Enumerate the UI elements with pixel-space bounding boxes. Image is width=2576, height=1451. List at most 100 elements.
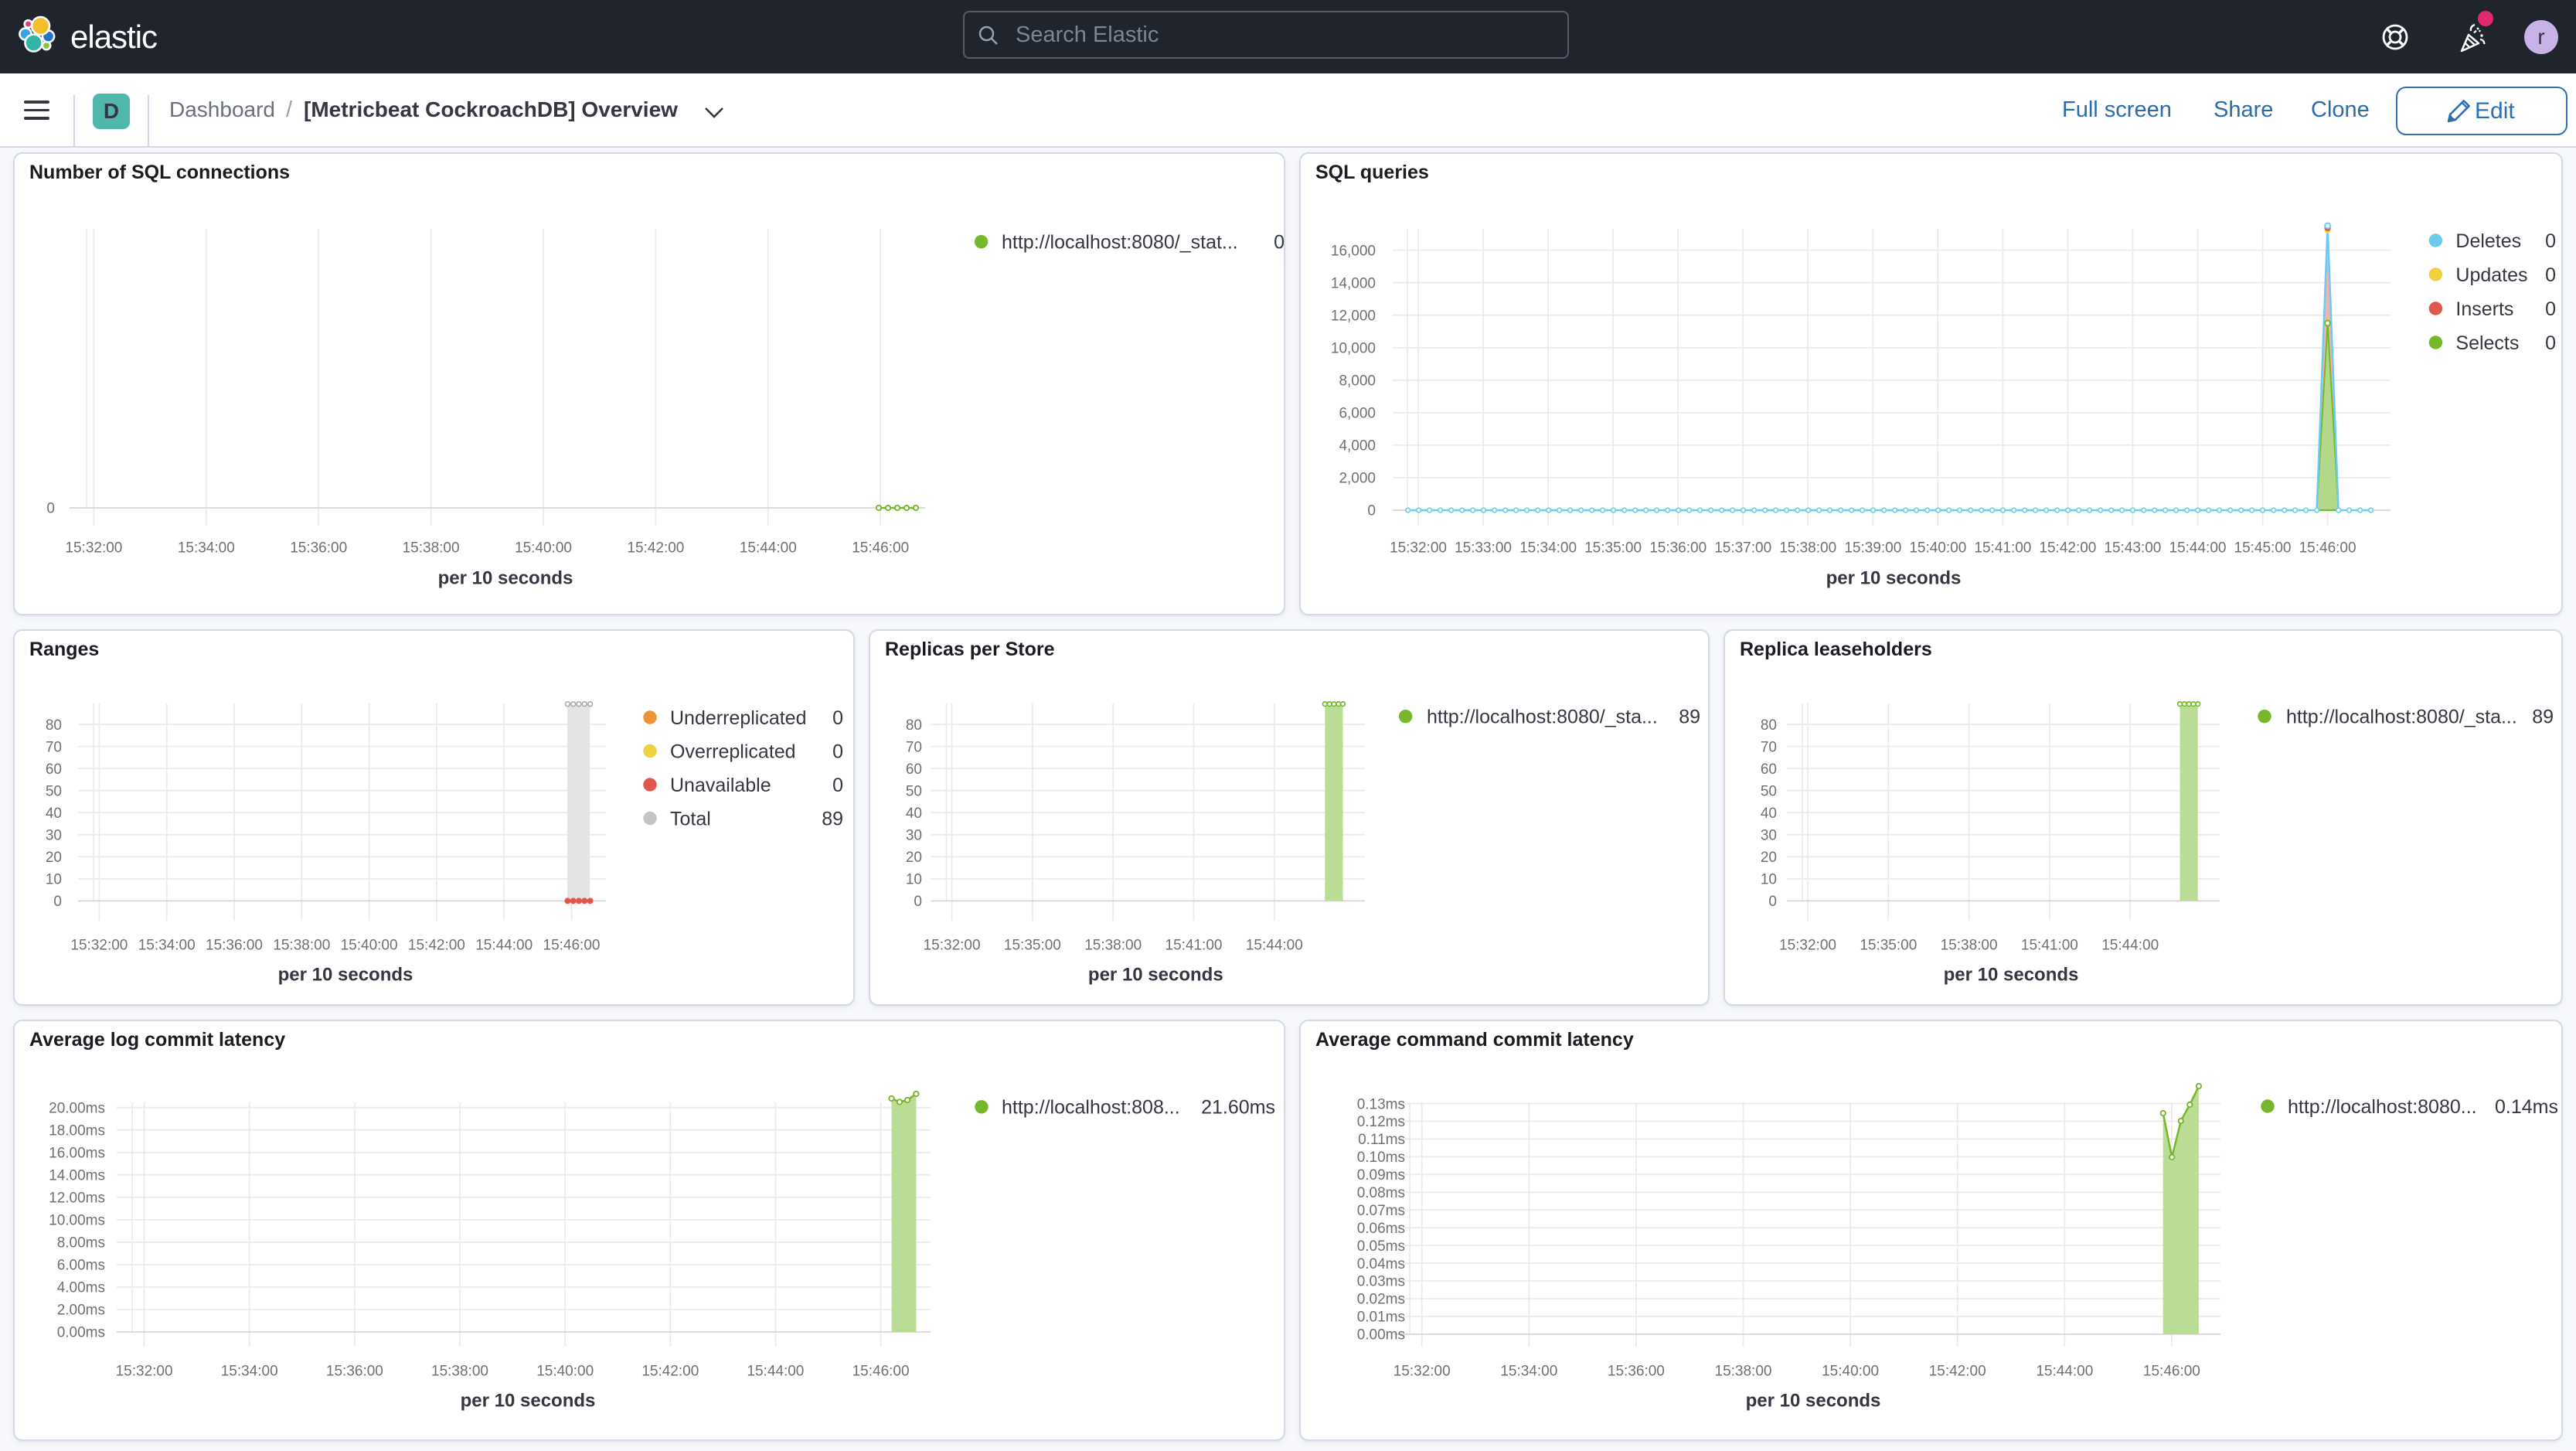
svg-text:89: 89 xyxy=(822,808,843,829)
svg-text:0.07ms: 0.07ms xyxy=(1357,1203,1405,1219)
svg-text:15:43:00: 15:43:00 xyxy=(2104,540,2161,557)
svg-text:0.08ms: 0.08ms xyxy=(1357,1185,1405,1201)
svg-text:15:46:00: 15:46:00 xyxy=(852,540,909,557)
svg-text:15:32:00: 15:32:00 xyxy=(70,937,128,953)
svg-text:30: 30 xyxy=(46,827,62,843)
svg-text:0: 0 xyxy=(46,501,55,517)
svg-text:70: 70 xyxy=(1761,739,1777,755)
svg-text:0: 0 xyxy=(1367,503,1376,519)
svg-text:0.11ms: 0.11ms xyxy=(1358,1132,1405,1148)
svg-text:15:42:00: 15:42:00 xyxy=(627,540,684,557)
svg-text:0.06ms: 0.06ms xyxy=(1357,1221,1405,1237)
svg-text:per 10 seconds: per 10 seconds xyxy=(1826,567,1962,588)
svg-text:15:42:00: 15:42:00 xyxy=(2039,540,2096,557)
svg-text:15:35:00: 15:35:00 xyxy=(1860,937,1917,953)
svg-text:15:34:00: 15:34:00 xyxy=(138,937,196,953)
svg-text:80: 80 xyxy=(46,717,62,734)
svg-text:80: 80 xyxy=(1761,717,1777,734)
svg-text:15:36:00: 15:36:00 xyxy=(326,1363,383,1379)
svg-text:0.09ms: 0.09ms xyxy=(1357,1167,1405,1184)
svg-text:15:44:00: 15:44:00 xyxy=(747,1363,804,1379)
svg-text:15:44:00: 15:44:00 xyxy=(2036,1363,2093,1379)
svg-text:15:45:00: 15:45:00 xyxy=(2234,540,2292,557)
svg-text:Inserts: Inserts xyxy=(2455,298,2513,320)
svg-text:40: 40 xyxy=(1761,806,1777,822)
svg-text:0: 0 xyxy=(2545,230,2556,252)
svg-text:15:32:00: 15:32:00 xyxy=(116,1363,173,1379)
svg-text:15:38:00: 15:38:00 xyxy=(1941,937,1998,953)
svg-text:per 10 seconds: per 10 seconds xyxy=(1944,964,2079,985)
svg-text:15:42:00: 15:42:00 xyxy=(1929,1363,1986,1379)
svg-text:0.00ms: 0.00ms xyxy=(1357,1327,1405,1344)
svg-text:Overreplicated: Overreplicated xyxy=(670,741,796,762)
svg-text:15:40:00: 15:40:00 xyxy=(515,540,572,557)
svg-text:60: 60 xyxy=(46,761,62,778)
svg-text:per 10 seconds: per 10 seconds xyxy=(1088,964,1223,985)
svg-text:30: 30 xyxy=(1761,827,1777,843)
svg-text:8.00ms: 8.00ms xyxy=(57,1235,105,1252)
svg-text:30: 30 xyxy=(906,827,922,843)
svg-text:20: 20 xyxy=(46,850,62,866)
svg-text:0: 0 xyxy=(2545,264,2556,286)
svg-text:15:32:00: 15:32:00 xyxy=(1779,937,1836,953)
svg-text:Total: Total xyxy=(670,808,711,829)
svg-text:http://localhost:808...: http://localhost:808... xyxy=(1002,1097,1180,1119)
svg-text:20: 20 xyxy=(1761,850,1777,866)
svg-text:50: 50 xyxy=(906,783,922,799)
svg-text:8,000: 8,000 xyxy=(1339,373,1376,389)
svg-text:15:44:00: 15:44:00 xyxy=(1246,937,1303,953)
svg-text:0.05ms: 0.05ms xyxy=(1357,1238,1405,1255)
svg-text:0: 0 xyxy=(53,894,62,910)
svg-text:0.00ms: 0.00ms xyxy=(57,1325,105,1341)
svg-text:per 10 seconds: per 10 seconds xyxy=(438,567,573,588)
svg-text:20.00ms: 20.00ms xyxy=(49,1100,105,1116)
svg-text:15:32:00: 15:32:00 xyxy=(1390,540,1447,557)
svg-text:0.12ms: 0.12ms xyxy=(1357,1114,1405,1130)
svg-text:15:38:00: 15:38:00 xyxy=(1084,937,1142,953)
svg-text:40: 40 xyxy=(906,806,922,822)
svg-text:15:35:00: 15:35:00 xyxy=(1004,937,1061,953)
svg-text:15:38:00: 15:38:00 xyxy=(1715,1363,1772,1379)
svg-text:18.00ms: 18.00ms xyxy=(49,1122,105,1139)
svg-text:15:34:00: 15:34:00 xyxy=(178,540,235,557)
svg-text:15:41:00: 15:41:00 xyxy=(1974,540,2031,557)
svg-text:15:46:00: 15:46:00 xyxy=(2299,540,2357,557)
svg-text:0: 0 xyxy=(2545,332,2556,354)
svg-text:0.03ms: 0.03ms xyxy=(1357,1274,1405,1290)
svg-text:0.13ms: 0.13ms xyxy=(1357,1096,1405,1112)
svg-text:15:33:00: 15:33:00 xyxy=(1455,540,1512,557)
svg-text:0: 0 xyxy=(1768,894,1777,910)
svg-text:Updates: Updates xyxy=(2455,264,2527,286)
svg-text:89: 89 xyxy=(1679,706,1700,727)
svg-text:0: 0 xyxy=(1274,231,1285,253)
svg-text:per 10 seconds: per 10 seconds xyxy=(278,964,413,985)
svg-text:15:34:00: 15:34:00 xyxy=(1500,1363,1557,1379)
svg-text:14.00ms: 14.00ms xyxy=(49,1167,105,1184)
svg-text:60: 60 xyxy=(1761,761,1777,778)
svg-text:10: 10 xyxy=(46,872,62,888)
svg-text:10: 10 xyxy=(1761,872,1777,888)
svg-text:4.00ms: 4.00ms xyxy=(57,1280,105,1296)
svg-text:2.00ms: 2.00ms xyxy=(57,1303,105,1319)
svg-text:15:36:00: 15:36:00 xyxy=(206,937,263,953)
svg-text:Deletes: Deletes xyxy=(2455,230,2521,252)
svg-text:0.04ms: 0.04ms xyxy=(1357,1256,1405,1272)
svg-text:6,000: 6,000 xyxy=(1339,406,1376,422)
svg-text:14,000: 14,000 xyxy=(1331,275,1376,291)
svg-text:http://localhost:8080/_sta...: http://localhost:8080/_sta... xyxy=(2286,706,2517,727)
svg-text:15:38:00: 15:38:00 xyxy=(273,937,330,953)
svg-text:15:38:00: 15:38:00 xyxy=(1779,540,1836,557)
svg-text:10: 10 xyxy=(906,872,922,888)
svg-text:40: 40 xyxy=(46,806,62,822)
svg-text:15:44:00: 15:44:00 xyxy=(475,937,533,953)
svg-text:15:34:00: 15:34:00 xyxy=(1519,540,1577,557)
svg-text:50: 50 xyxy=(1761,783,1777,799)
svg-text:15:39:00: 15:39:00 xyxy=(1844,540,1901,557)
svg-text:15:40:00: 15:40:00 xyxy=(1909,540,1966,557)
svg-text:15:44:00: 15:44:00 xyxy=(2101,937,2159,953)
svg-text:http://localhost:8080/_sta...: http://localhost:8080/_sta... xyxy=(1427,706,1658,727)
svg-text:0.01ms: 0.01ms xyxy=(1357,1310,1405,1326)
svg-text:20: 20 xyxy=(906,850,922,866)
svg-text:15:46:00: 15:46:00 xyxy=(2143,1363,2200,1379)
svg-text:70: 70 xyxy=(46,739,62,755)
